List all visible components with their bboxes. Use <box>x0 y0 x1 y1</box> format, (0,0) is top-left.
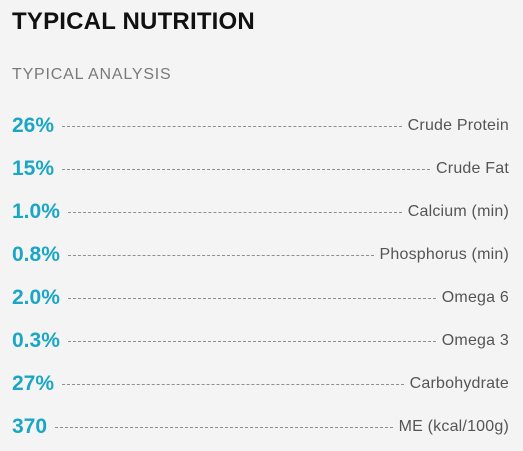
nutrient-label: Crude Protein <box>407 116 509 134</box>
dotted-leader <box>62 384 404 385</box>
nutrition-list: 26% Crude Protein 15% Crude Fat 1.0% Cal… <box>12 104 509 448</box>
nutrient-label: Carbohydrate <box>409 374 509 392</box>
nutrient-value: 15% <box>12 156 55 180</box>
nutrient-label: Crude Fat <box>436 159 509 177</box>
dotted-leader <box>67 298 436 299</box>
nutrition-row: 27% Carbohydrate <box>12 362 509 405</box>
nutrient-value: 0.3% <box>12 328 60 352</box>
nutrition-row: 26% Crude Protein <box>12 104 509 147</box>
nutrient-label: Omega 6 <box>441 288 509 306</box>
nutrient-value: 0.8% <box>12 242 60 266</box>
nutrition-row: 15% Crude Fat <box>12 147 509 190</box>
nutrient-value: 1.0% <box>12 199 60 223</box>
nutrient-value: 2.0% <box>12 285 60 309</box>
dotted-leader <box>62 126 402 127</box>
nutrient-label: Omega 3 <box>441 331 509 349</box>
nutrition-row: 370 ME (kcal/100g) <box>12 405 509 448</box>
nutrient-value: 370 <box>12 414 48 438</box>
page-title: TYPICAL NUTRITION <box>12 8 255 35</box>
nutrition-row: 0.3% Omega 3 <box>12 319 509 362</box>
nutrient-label: Phosphorus (min) <box>379 245 509 263</box>
section-subtitle: TYPICAL ANALYSIS <box>12 66 172 83</box>
nutrition-row: 2.0% Omega 6 <box>12 276 509 319</box>
nutrient-value: 27% <box>12 371 55 395</box>
nutrient-value: 26% <box>12 113 55 137</box>
nutrition-row: 1.0% Calcium (min) <box>12 190 509 233</box>
nutrient-label: Calcium (min) <box>407 202 509 220</box>
dotted-leader <box>55 427 393 428</box>
nutrient-label: ME (kcal/100g) <box>398 417 509 435</box>
dotted-leader <box>67 341 436 342</box>
dotted-leader <box>62 169 431 170</box>
dotted-leader <box>67 255 374 256</box>
nutrition-row: 0.8% Phosphorus (min) <box>12 233 509 276</box>
dotted-leader <box>67 212 402 213</box>
